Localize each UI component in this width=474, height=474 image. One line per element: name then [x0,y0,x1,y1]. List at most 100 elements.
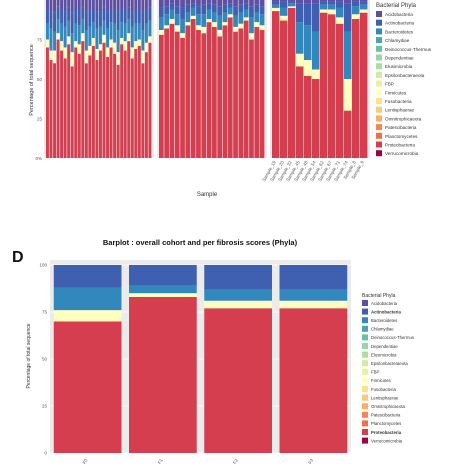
top-bar-firmicutes-p2-13 [222,22,228,26]
top-x-tick-labels: Sample_19Sample_20Sample_32Sample_45Samp… [261,160,365,183]
top-bar-firmicutes-p2-8 [196,25,201,31]
top-legend-label: Fusobacteria [385,99,412,104]
top-bar-acidobacteria-p1-26 [134,0,138,10]
top-bar-actinobacteria-p1-9 [74,9,78,24]
top-bar-firmicutes-p2-14 [227,14,233,18]
top-bar-proteobacteria-p3-3 [288,7,296,159]
top-bar-bacteroidetes-p1-17 [102,20,106,35]
bottom-bar-actinobacteria-f2 [204,265,272,290]
top-bar-acidobacteria-p3-2 [280,0,288,2]
top-bar-acidobacteria-p2-12 [217,0,222,7]
top-bar-acidobacteria-p3-1 [272,0,280,2]
top-bar-firmicutes-p1-14 [91,37,95,46]
top-bar-actinobacteria-p2-3 [169,3,175,10]
top-bar-firmicutes-p1-17 [102,34,106,43]
top-legend-title: Bacterial Phyla [376,3,417,9]
top-bar-proteobacteria-p2-5 [180,37,185,158]
top-bar-actinobacteria-p2-6 [185,4,191,13]
top-bar-bacteroidetes-p1-2 [49,28,53,51]
top-bar-proteobacteria-p3-5 [304,75,312,158]
top-bar-actinobacteria-p1-30 [148,7,152,21]
top-bar-bacteroidetes-p1-3 [53,31,56,51]
top-bar-acidobacteria-p1-8 [70,0,74,13]
top-bar-acidobacteria-p2-13 [222,0,228,5]
top-bar-bacteroidetes-p2-19 [254,12,260,23]
top-bar-actinobacteria-p1-20 [113,9,117,24]
top-bar-bacteroidetes-p1-10 [77,25,81,45]
bottom-y-ticks: 0 25 50 75 100 [39,263,47,456]
bottom-x-tick-label: F3 [307,458,314,465]
bottom-legend-swatch-epsilonbacteraeota [362,360,368,367]
top-bar-proteobacteria-p2-11 [212,26,217,158]
top-legend-swatch-actinobacteria [376,19,382,26]
bottom-legend-swatch-actinobacteria [362,308,368,315]
top-bar-acidobacteria-p1-15 [95,0,99,12]
top-bar-firmicutes-p1-11 [81,33,85,42]
bottom-bar-bacteroidetes-f0 [53,287,122,311]
top-bar-bacteroidetes-p1-7 [67,20,71,37]
top-bar-firmicutes-p1-30 [148,36,152,43]
top-bar-bacteroidetes-p3-9 [336,7,344,18]
top-legend-swatch-fbp [376,80,382,87]
top-bar-proteobacteria-p1-6 [63,58,67,158]
top-bar-bacteroidetes-p2-20 [259,14,265,26]
top-bar-acidobacteria-p1-18 [106,0,109,12]
top-bar-proteobacteria-p1-27 [137,45,141,158]
top-bar-proteobacteria-p1-10 [77,53,81,158]
top-bar-proteobacteria-p2-19 [254,26,260,158]
top-bar-firmicutes-p2-1 [159,30,164,35]
bottom-legend-label: Proteobacteria [371,430,402,435]
top-bar-bacteroidetes-p1-21 [116,30,120,53]
bottom-x-tick-label: F0 [82,458,89,465]
top-bar-proteobacteria-p2-2 [164,28,169,158]
top-bar-proteobacteria-p2-8 [196,30,201,158]
bottom-bar-actinobacteria-f1 [129,265,197,286]
top-bar-proteobacteria-p1-1 [46,47,49,158]
top-bar-actinobacteria-p1-21 [116,11,120,31]
top-legend-label: Epsilonbacteraeota [385,73,425,78]
top-bar-bacteroidetes-p2-11 [212,12,217,23]
top-bar-acidobacteria-p2-10 [206,0,212,4]
top-bar-proteobacteria-p1-2 [49,60,53,158]
bottom-y-axis-label: Percentage of total sequence [26,323,32,388]
top-bar-bacteroidetes-p1-30 [148,20,152,37]
top-bar-acidobacteria-p1-25 [130,0,134,12]
top-legend-label: Chlamydiae [385,38,410,43]
top-bar-bacteroidetes-p1-8 [70,33,74,53]
top-legend-swatch-epsilonbacteraeota [376,71,382,78]
top-bar-bacteroidetes-p1-1 [46,23,49,40]
top-bar-firmicutes-p2-16 [238,23,244,29]
top-bar-proteobacteria-p3-1 [272,11,280,159]
top-bar-actinobacteria-p1-15 [95,11,99,29]
top-bar-acidobacteria-p1-20 [113,0,117,10]
bottom-legend-label: Bacteroidetes [371,318,397,323]
top-bar-acidobacteria-p1-14 [91,0,95,10]
top-bar-actinobacteria-p2-7 [190,3,196,8]
top-bar-actinobacteria-p3-5 [304,3,312,26]
top-bar-acidobacteria-p2-6 [185,0,191,5]
top-bar-firmicutes-p2-3 [169,18,175,24]
top-bar-bacteroidetes-p2-10 [206,9,212,19]
top-bar-bacteroidetes-p2-2 [164,14,169,26]
top-bar-proteobacteria-p1-15 [95,60,99,158]
top-legend-swatch-acidobacteria [376,11,382,17]
top-bar-bacteroidetes-p3-10 [344,31,352,80]
top-bar-acidobacteria-p1-13 [88,0,92,12]
bottom-x-tick-label: F1 [157,458,164,465]
bottom-legend-swatch-bacteroidetes [362,317,368,324]
bottom-y-tick-label: 50 [42,357,48,362]
top-bar-actinobacteria-p3-10 [344,3,352,32]
top-bar-actinobacteria-p3-12 [360,1,368,5]
top-bar-actinobacteria-p2-5 [180,7,185,19]
top-bar-proteobacteria-p1-17 [102,42,106,158]
top-bar-bacteroidetes-p1-11 [81,18,85,34]
top-bar-actinobacteria-p1-1 [46,9,49,24]
top-bar-proteobacteria-p1-24 [127,41,131,158]
top-bar-firmicutes-p1-18 [106,47,109,57]
top-bar-bacteroidetes-p1-26 [134,23,138,42]
bottom-x-tick-labels: F0 F1 F2 F3 [82,458,315,465]
top-bar-proteobacteria-p2-14 [227,17,233,158]
top-bar-firmicutes-p1-10 [77,44,81,54]
top-bar-bacteroidetes-p1-14 [91,22,95,38]
top-bar-firmicutes-p2-11 [212,22,217,27]
